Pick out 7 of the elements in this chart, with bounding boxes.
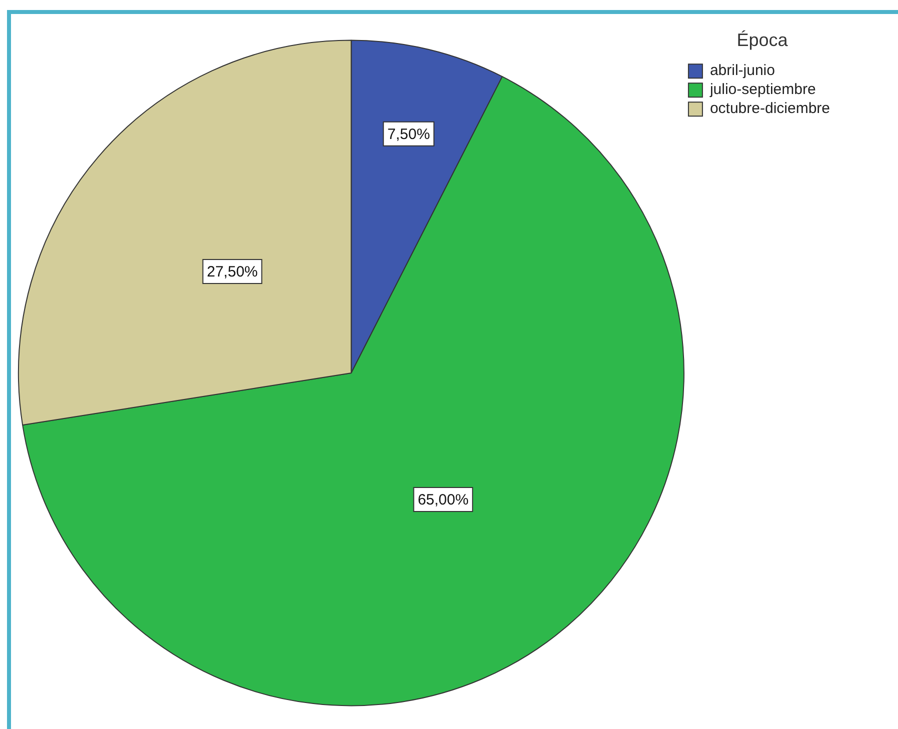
data-label: 7,50% <box>387 126 430 143</box>
legend-label: julio-septiembre <box>708 81 816 98</box>
legend-label: octubre-diciembre <box>710 100 830 118</box>
legend-label: abril-junio <box>710 62 775 80</box>
data-label: 65,00% <box>418 492 469 509</box>
legend-title: Época <box>736 30 789 50</box>
data-label: 27,50% <box>206 264 258 281</box>
